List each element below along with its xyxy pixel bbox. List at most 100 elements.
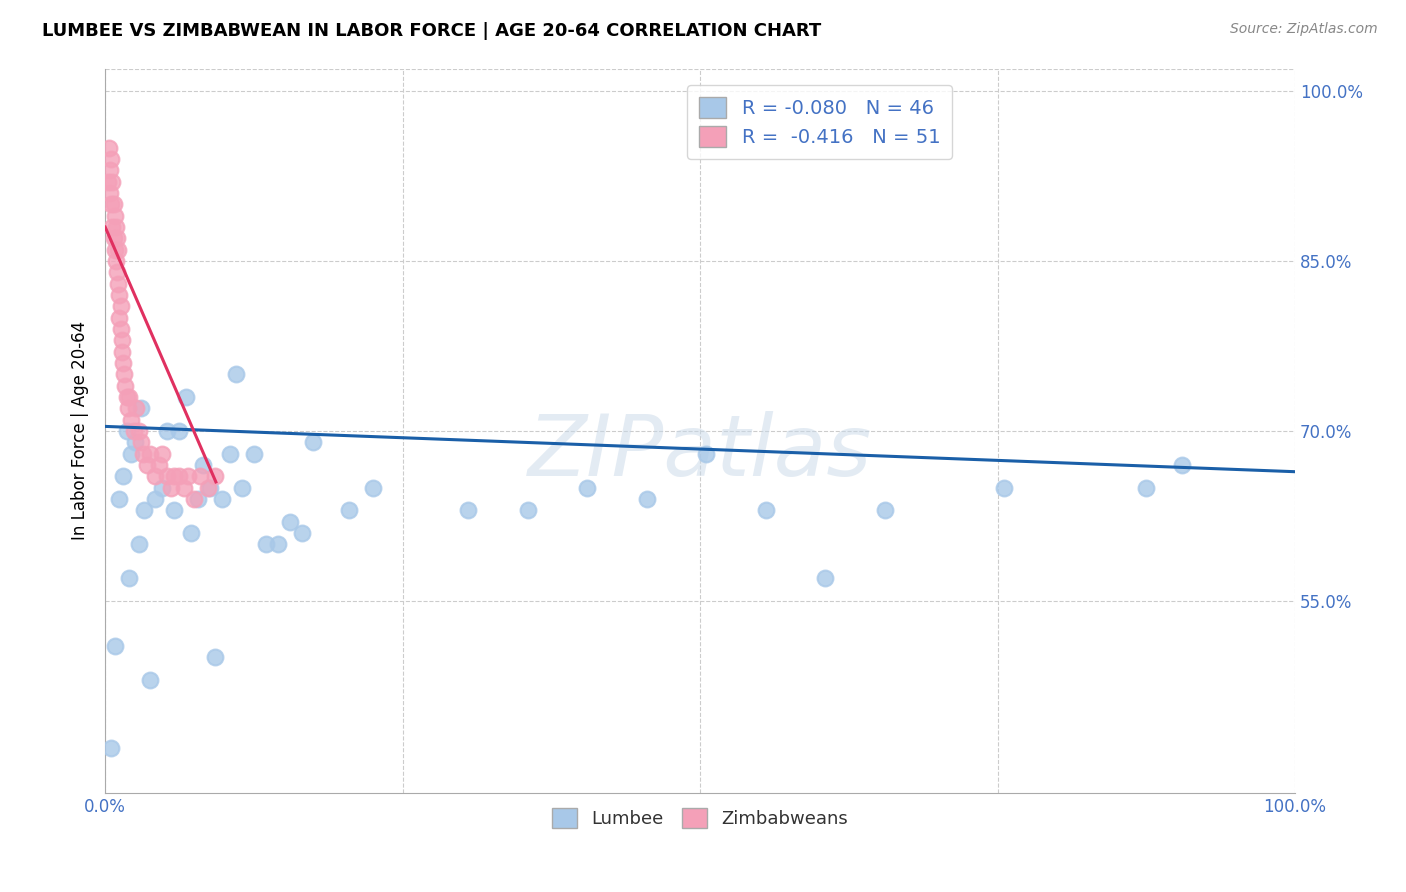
Point xyxy=(108,288,131,302)
Point xyxy=(124,435,146,450)
Point xyxy=(114,378,136,392)
Point xyxy=(150,481,173,495)
Point xyxy=(1171,458,1194,472)
Point xyxy=(254,537,277,551)
Text: ZIPatlas: ZIPatlas xyxy=(529,411,872,494)
Point xyxy=(191,458,214,472)
Point xyxy=(219,447,242,461)
Point xyxy=(120,412,142,426)
Point xyxy=(97,141,120,155)
Point xyxy=(98,163,121,178)
Point xyxy=(1135,481,1157,495)
Point xyxy=(103,231,125,245)
Point xyxy=(187,491,209,506)
Point xyxy=(148,458,170,472)
Point xyxy=(873,503,896,517)
Point xyxy=(177,469,200,483)
Point xyxy=(173,481,195,495)
Point xyxy=(231,481,253,495)
Point xyxy=(107,243,129,257)
Point xyxy=(290,525,312,540)
Text: Source: ZipAtlas.com: Source: ZipAtlas.com xyxy=(1230,22,1378,37)
Point xyxy=(135,458,157,472)
Point xyxy=(108,491,131,506)
Point xyxy=(103,197,125,211)
Point xyxy=(104,639,127,653)
Point xyxy=(754,503,776,517)
Point xyxy=(111,334,134,348)
Point xyxy=(695,447,717,461)
Point xyxy=(100,741,122,756)
Y-axis label: In Labor Force | Age 20-64: In Labor Force | Age 20-64 xyxy=(72,321,89,541)
Point xyxy=(112,368,135,382)
Point xyxy=(98,186,121,200)
Point xyxy=(993,481,1015,495)
Point xyxy=(122,424,145,438)
Point xyxy=(576,481,599,495)
Point xyxy=(110,299,132,313)
Point xyxy=(167,424,190,438)
Point xyxy=(112,469,135,483)
Point xyxy=(197,481,219,495)
Point xyxy=(115,424,138,438)
Point xyxy=(115,390,138,404)
Point xyxy=(100,152,122,166)
Point xyxy=(117,401,139,416)
Point xyxy=(104,243,127,257)
Point xyxy=(105,231,128,245)
Point xyxy=(104,254,127,268)
Point xyxy=(163,503,186,517)
Point xyxy=(167,469,190,483)
Point xyxy=(143,491,166,506)
Legend: Lumbee, Zimbabweans: Lumbee, Zimbabweans xyxy=(544,801,856,835)
Point xyxy=(198,481,221,495)
Point xyxy=(267,537,290,551)
Point xyxy=(204,469,226,483)
Point xyxy=(163,469,186,483)
Point xyxy=(159,481,181,495)
Point xyxy=(101,220,124,235)
Point xyxy=(302,435,325,450)
Point xyxy=(132,447,155,461)
Text: LUMBEE VS ZIMBABWEAN IN LABOR FORCE | AGE 20-64 CORRELATION CHART: LUMBEE VS ZIMBABWEAN IN LABOR FORCE | AG… xyxy=(42,22,821,40)
Point xyxy=(111,344,134,359)
Point xyxy=(129,435,152,450)
Point xyxy=(125,401,148,416)
Point xyxy=(107,277,129,291)
Point xyxy=(104,209,127,223)
Point xyxy=(156,469,179,483)
Point xyxy=(110,322,132,336)
Point xyxy=(101,175,124,189)
Point xyxy=(128,424,150,438)
Point xyxy=(112,356,135,370)
Point xyxy=(636,491,658,506)
Point xyxy=(134,503,156,517)
Point xyxy=(100,197,122,211)
Point xyxy=(211,491,233,506)
Point xyxy=(143,469,166,483)
Point xyxy=(174,390,197,404)
Point xyxy=(118,390,141,404)
Point xyxy=(204,650,226,665)
Point xyxy=(225,368,247,382)
Point xyxy=(105,265,128,279)
Point xyxy=(361,481,384,495)
Point xyxy=(183,491,205,506)
Point xyxy=(516,503,538,517)
Point xyxy=(457,503,479,517)
Point xyxy=(97,175,120,189)
Point xyxy=(139,673,162,687)
Point xyxy=(337,503,360,517)
Point xyxy=(120,447,142,461)
Point xyxy=(814,571,837,585)
Point xyxy=(129,401,152,416)
Point xyxy=(108,310,131,325)
Point xyxy=(278,515,301,529)
Point xyxy=(118,571,141,585)
Point xyxy=(150,447,173,461)
Point xyxy=(139,447,162,461)
Point xyxy=(128,537,150,551)
Point xyxy=(104,220,127,235)
Point xyxy=(243,447,266,461)
Point xyxy=(180,525,202,540)
